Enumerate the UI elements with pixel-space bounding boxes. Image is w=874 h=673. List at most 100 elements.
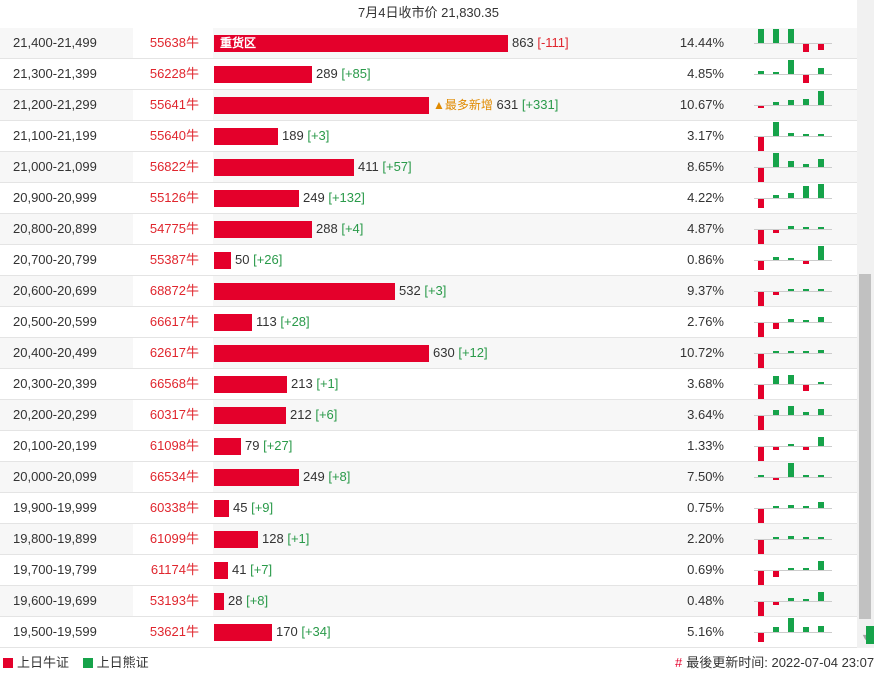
sparkline-bar [758, 29, 764, 43]
table-row: 20,200-20,299 60317牛 212 [+6] 3.64% [0, 400, 857, 431]
sparkline-bar [818, 561, 824, 570]
table-row: 20,600-20,699 68872牛 532 [+3] 9.37% [0, 276, 857, 307]
distribution-bar[interactable] [214, 190, 299, 207]
sparkline-bar [788, 29, 794, 43]
price-range: 21,400-21,499 [13, 35, 97, 50]
table-row: 20,500-20,599 66617牛 113 [+28] 2.76% [0, 307, 857, 338]
distribution-bar[interactable] [214, 159, 354, 176]
price-range: 19,500-19,599 [13, 624, 97, 639]
sparkline-bar [803, 261, 809, 264]
table-row: 20,100-20,199 61098牛 79 [+27] 1.33% [0, 431, 857, 462]
table-row: 20,900-20,999 55126牛 249 [+132] 4.22% [0, 183, 857, 214]
table-row: 21,400-21,499 55638牛 重货区 863 [-111] 14.44% [0, 28, 857, 59]
percentage: 3.17% [687, 128, 724, 143]
sparkline-bar [818, 227, 824, 229]
distribution-bar[interactable] [214, 531, 258, 548]
page-title: 7月4日收市价 21,830.35 [358, 5, 499, 20]
sparkline-baseline [754, 198, 832, 199]
scroll-down-arrow-icon[interactable]: ▼ [861, 632, 870, 642]
bar-value-label: 189 [+3] [282, 121, 329, 151]
table-row: 21,100-21,199 55640牛 189 [+3] 3.17% [0, 121, 857, 152]
distribution-bar[interactable] [214, 97, 429, 114]
sparkline-bar [818, 289, 824, 291]
bull-count: 60317牛 [149, 407, 199, 422]
sparkline-baseline [754, 384, 832, 385]
percentage: 2.20% [687, 531, 724, 546]
value-change: [+9] [251, 500, 274, 515]
distribution-bar[interactable] [214, 562, 228, 579]
distribution-bar[interactable] [214, 407, 286, 424]
bull-bear-distribution-table: 21,400-21,499 55638牛 重货区 863 [-111] 14.44% 21… [0, 28, 857, 648]
bull-count-cell: 66534牛 [133, 462, 213, 492]
sparkline-bar [788, 406, 794, 415]
distribution-bar[interactable] [214, 314, 252, 331]
sparkline-bar [773, 323, 779, 329]
bull-count-cell: 53621牛 [133, 617, 213, 647]
distribution-bar[interactable] [214, 283, 395, 300]
trend-sparkline [754, 59, 834, 89]
trend-sparkline [754, 586, 834, 616]
bull-count-cell: 68872牛 [133, 276, 213, 306]
price-range: 21,200-21,299 [13, 97, 97, 112]
percentage: 10.72% [679, 345, 724, 360]
distribution-bar[interactable] [214, 252, 231, 269]
vertical-scrollbar[interactable]: ▼ [857, 0, 874, 648]
distribution-bar[interactable] [214, 500, 229, 517]
bar-value: 532 [399, 283, 421, 298]
bar-value: 113 [256, 314, 277, 329]
percentage: 0.75% [687, 500, 724, 515]
percentage: 5.16% [687, 624, 724, 639]
sparkline-baseline [754, 353, 832, 354]
sparkline-bar [773, 410, 779, 415]
percentage: 7.50% [687, 469, 724, 484]
percentage: 4.85% [687, 66, 724, 81]
trend-sparkline [754, 369, 834, 399]
distribution-bar[interactable] [214, 128, 278, 145]
distribution-bar[interactable] [214, 345, 429, 362]
bull-count-cell: 66617牛 [133, 307, 213, 337]
price-range: 20,500-20,599 [13, 314, 97, 329]
bull-count-cell: 55387牛 [133, 245, 213, 275]
bar-value: 631 [496, 97, 519, 112]
percentage: 0.48% [687, 593, 724, 608]
distribution-bar[interactable] [214, 624, 272, 641]
trend-sparkline [754, 617, 834, 647]
table-row: 20,000-20,099 66534牛 249 [+8] 7.50% [0, 462, 857, 493]
sparkline-bar [803, 75, 809, 83]
table-row: 21,000-21,099 56822牛 411 [+57] 8.65% [0, 152, 857, 183]
distribution-bar[interactable] [214, 438, 241, 455]
table-row: 21,200-21,299 55641牛 ▲最多新增 631 [+331] 10.67… [0, 90, 857, 121]
price-range: 20,000-20,099 [13, 469, 97, 484]
sparkline-bar [758, 447, 764, 461]
bull-count-cell: 55640牛 [133, 121, 213, 151]
value-change: [+8] [328, 469, 351, 484]
scrollbar-thumb[interactable] [859, 274, 871, 619]
bear-swatch-icon [82, 658, 93, 668]
sparkline-bar [773, 122, 779, 136]
distribution-bar[interactable] [214, 469, 299, 486]
table-row: 20,300-20,399 66568牛 213 [+1] 3.68% [0, 369, 857, 400]
sparkline-bar [803, 134, 809, 136]
sparkline-bar [803, 320, 809, 322]
bull-count: 66617牛 [149, 314, 199, 329]
last-updated-text: 最後更新时间: 2022-07-04 23:07 [686, 655, 874, 670]
distribution-bar[interactable] [214, 376, 287, 393]
sparkline-bar [788, 60, 794, 74]
price-range: 20,100-20,199 [13, 438, 97, 453]
distribution-bar[interactable] [214, 221, 312, 238]
sparkline-bar [773, 571, 779, 577]
sparkline-baseline [754, 415, 832, 416]
sparkline-bar [803, 186, 809, 198]
price-range: 20,700-20,799 [13, 252, 97, 267]
bar-value: 41 [232, 562, 247, 577]
price-range: 19,900-19,999 [13, 500, 97, 515]
sparkline-bar [758, 475, 764, 477]
value-change: [+6] [315, 407, 338, 422]
distribution-bar[interactable] [214, 66, 312, 83]
distribution-bar[interactable]: 重货区 [214, 35, 508, 52]
distribution-bar[interactable] [214, 593, 224, 610]
bar-value-label: 79 [+27] [245, 431, 292, 461]
bar-value-label: 288 [+4] [316, 214, 363, 244]
sparkline-bar [788, 161, 794, 167]
sparkline-bar [773, 292, 779, 295]
